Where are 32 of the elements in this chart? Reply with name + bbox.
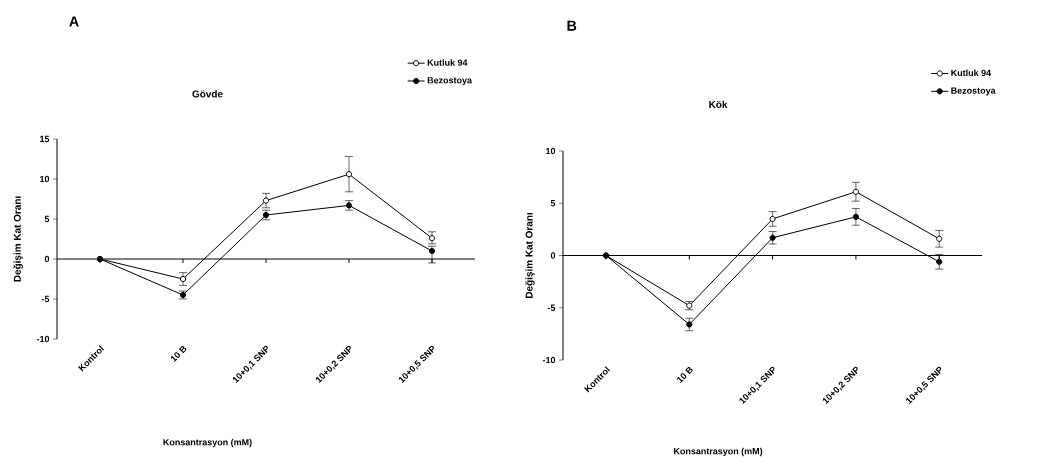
- text: A: [69, 16, 79, 27]
- y-tick-label: 10: [546, 147, 556, 155]
- point: [769, 215, 776, 223]
- x-tick-label: 10 B: [170, 345, 187, 363]
- y-tick-label: 10: [40, 175, 50, 183]
- y-tick-label: -5: [547, 304, 556, 311]
- y-tick-label: 5: [44, 215, 50, 223]
- y-axis-title: Değişim Kat Oranı: [525, 213, 535, 299]
- y-tick-label: -5: [41, 295, 50, 303]
- y-tick-label: 0: [44, 255, 50, 263]
- x-tick-label: 10 B: [677, 366, 693, 384]
- legend-label: Bezostoya: [951, 87, 996, 96]
- y-tick-label: 0: [550, 252, 556, 259]
- point: [936, 235, 943, 242]
- chart-title: Gövde: [192, 90, 223, 98]
- y-tick-label: 5: [550, 200, 556, 207]
- legend-label: Kutluk 94: [427, 59, 468, 66]
- x-axis-title: Konsantrasyon (mM): [163, 438, 252, 448]
- chart-title: Kök: [709, 100, 728, 109]
- y-tick-label: -10: [542, 356, 556, 364]
- y-axis-title: Değişim Kat Oranı: [13, 196, 23, 282]
- point: [686, 321, 693, 328]
- legend-label: Kutluk 94: [951, 69, 992, 77]
- y-tick-label: 15: [40, 135, 50, 143]
- point: [262, 197, 270, 204]
- point: [345, 171, 353, 178]
- point: [852, 188, 860, 195]
- y-tick-label: -10: [36, 335, 50, 343]
- x-axis-title: Konsantrasyon (mM): [674, 447, 763, 457]
- point: [852, 213, 860, 220]
- legend-label: Bezostoya: [427, 77, 473, 86]
- text: B: [567, 20, 577, 31]
